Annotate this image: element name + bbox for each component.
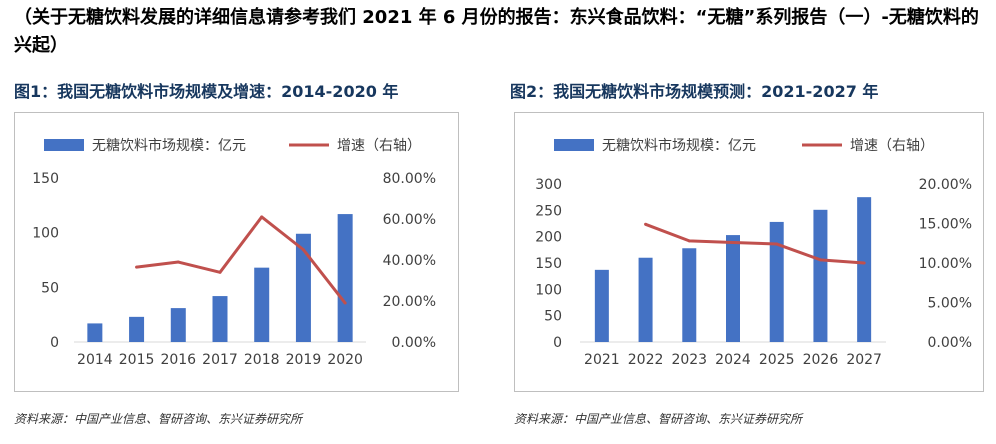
chart2-title: 图2：我国无糖饮料市场规模预测：2021-2027 年 <box>510 82 879 101</box>
chart1-right-tick: 0.00% <box>392 335 436 351</box>
chart1-left-tick: 100 <box>32 226 59 242</box>
chart2-bar <box>726 235 740 342</box>
chart2-right-tick: 15.00% <box>919 217 972 233</box>
chart1-growth-point <box>260 215 264 219</box>
chart1-growth-point <box>218 270 222 274</box>
chart1-x-tick: 2014 <box>77 352 113 368</box>
chart1-bar <box>87 323 103 342</box>
chart1-right-tick: 20.00% <box>383 294 436 310</box>
chart1-title: 图1：我国无糖饮料市场规模及增速：2014-2020 年 <box>14 82 399 101</box>
chart2-bar <box>594 269 609 342</box>
chart2-right-tick: 0.00% <box>928 335 972 351</box>
chart1-left-tick: 150 <box>32 171 59 187</box>
chart1-container: 无糖饮料市场规模：亿元 增速（右轴） 0 50 100 150 0.00% 20.00% 40.… <box>14 112 459 396</box>
chart2-bar <box>769 221 784 342</box>
chart2-right-tick: 10.00% <box>919 256 972 272</box>
chart1-x-tick: 2015 <box>119 352 155 368</box>
chart2-legend-line-label: 增速（右轴） <box>850 138 934 154</box>
chart1-growth-point <box>135 265 139 269</box>
chart2-left-tick: 0 <box>553 335 562 351</box>
chart1-left-tick: 50 <box>41 280 59 296</box>
chart2-x-tick: 2023 <box>671 352 707 368</box>
intro-text: （关于无糖饮料发展的详细信息请参考我们 2021 年 6 月份的报告：东兴食品饮… <box>14 7 979 56</box>
chart1-growth-point <box>301 248 305 252</box>
chart2-container: 无糖饮料市场规模：亿元 增速（右轴） 0 50 100 150 200 250 300 0.00%… <box>514 112 984 396</box>
chart2-growth-line <box>645 222 865 265</box>
chart1-growth-point <box>176 260 180 264</box>
chart1-right-tick: 60.00% <box>383 212 436 228</box>
chart1-legend-bar-swatch <box>44 139 84 151</box>
chart1-right-tick: 80.00% <box>383 171 436 187</box>
chart1-bar <box>254 267 270 342</box>
chart2-right-tick: 5.00% <box>928 296 972 312</box>
chart2-left-tick: 50 <box>544 309 562 325</box>
chart1-bar <box>295 233 311 342</box>
chart1-x-tick: 2016 <box>160 352 196 368</box>
chart2-growth-point <box>775 242 779 246</box>
chart2-legend-bar-swatch <box>554 139 594 151</box>
chart2-x-tick: 2022 <box>628 352 664 368</box>
chart2-growth-point <box>687 239 691 243</box>
chart1-growth-line <box>136 215 347 304</box>
chart2-bar <box>857 197 872 342</box>
chart1-x-tick: 2018 <box>244 352 280 368</box>
chart2-left-tick: 200 <box>535 230 562 246</box>
chart2-growth-point <box>644 222 648 226</box>
chart2-x-tick: 2025 <box>759 352 795 368</box>
chart2-right-tick: 20.00% <box>919 177 972 193</box>
chart2-legend-bar-label: 无糖饮料市场规模：亿元 <box>602 137 756 154</box>
chart2-x-tick: 2026 <box>803 352 839 368</box>
chart2-svg: 无糖饮料市场规模：亿元 增速（右轴） 0 50 100 150 200 250 300 0.00%… <box>514 112 984 392</box>
chart1-x-tick: 2019 <box>286 352 322 368</box>
chart2-x-tick: 2021 <box>584 352 620 368</box>
chart1-legend-bar-label: 无糖饮料市场规模：亿元 <box>92 137 246 154</box>
chart2-growth-point <box>862 261 866 265</box>
chart1-frame <box>14 112 459 392</box>
chart1-legend: 无糖饮料市场规模：亿元 增速（右轴） <box>44 137 421 154</box>
chart1-left-tick: 0 <box>50 335 59 351</box>
chart2-growth-point <box>818 258 822 262</box>
chart1-growth-point <box>343 301 347 305</box>
chart1-right-tick: 40.00% <box>383 253 436 269</box>
chart2-bar <box>813 209 828 342</box>
chart2-bar <box>638 257 653 342</box>
chart1-source: 资料来源：中国产业信息、智研咨询、东兴证券研究所 <box>14 412 303 426</box>
chart1-bar <box>170 308 186 342</box>
chart2-legend: 无糖饮料市场规模：亿元 增速（右轴） <box>554 137 934 154</box>
chart2-source: 资料来源：中国产业信息、智研咨询、东兴证券研究所 <box>514 412 803 426</box>
chart1-svg: 无糖饮料市场规模：亿元 增速（右轴） 0 50 100 150 0.00% 20.00% 40.… <box>14 112 459 392</box>
chart1-x-tick: 2020 <box>327 352 363 368</box>
chart1-bar <box>212 296 228 342</box>
chart2-bar <box>682 248 697 342</box>
chart1-legend-line-label: 增速（右轴） <box>337 138 421 154</box>
chart1-bar <box>129 316 145 342</box>
chart2-left-tick: 300 <box>535 177 562 193</box>
chart2-x-tick: 2024 <box>715 352 751 368</box>
chart2-growth-point <box>731 240 735 244</box>
chart2-left-tick: 100 <box>535 282 562 298</box>
chart2-left-tick: 250 <box>535 203 562 219</box>
chart2-frame <box>514 112 984 392</box>
chart2-left-tick: 150 <box>535 256 562 272</box>
chart1-bar <box>337 214 353 342</box>
chart1-x-tick: 2017 <box>202 352 238 368</box>
chart2-x-tick: 2027 <box>846 352 882 368</box>
